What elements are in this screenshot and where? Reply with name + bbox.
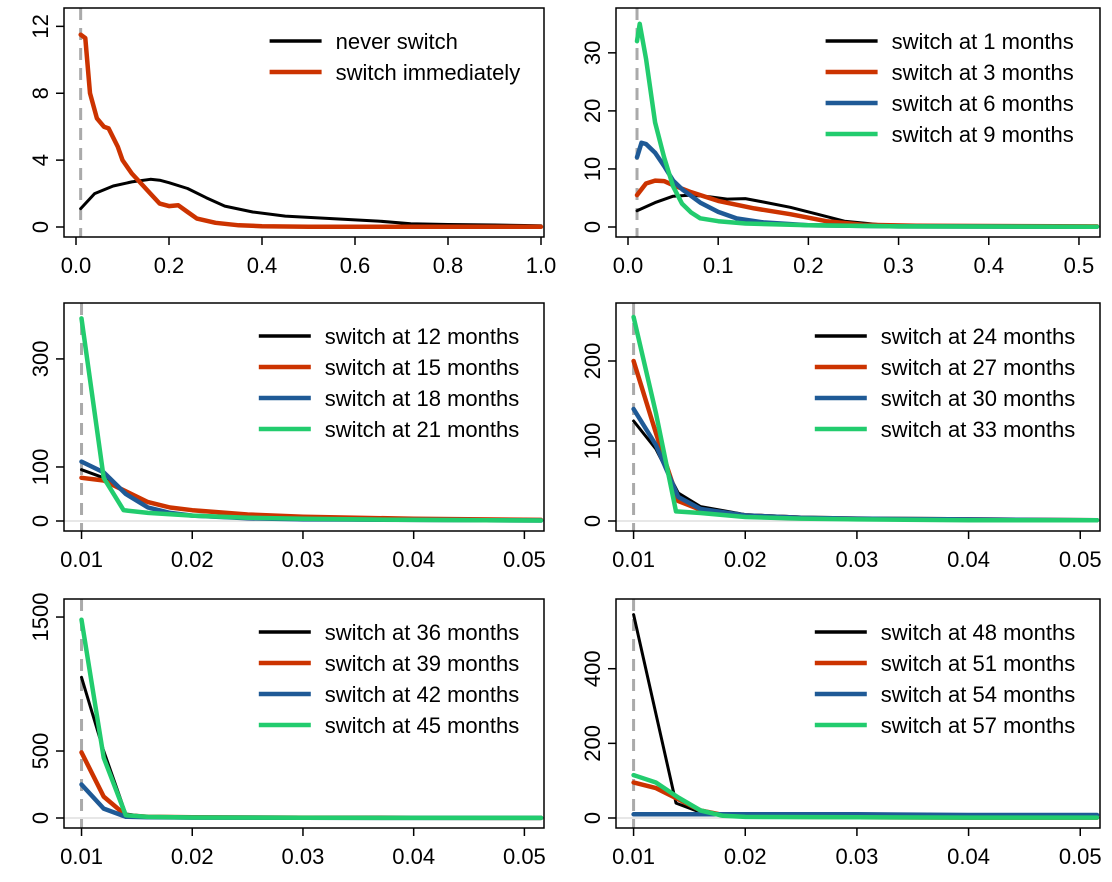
series-line-4 — [634, 775, 1097, 818]
y-tick-label: 200 — [580, 343, 605, 380]
legend: switch at 24 months switch at 27 months sw… — [815, 324, 1075, 442]
y-tick-label: 500 — [28, 733, 53, 770]
legend-label: switch at 27 months — [881, 355, 1075, 380]
chart-panel-6: 0.01 0.02 0.03 0.04 0.05 0 200 400 switch at 48 … — [580, 599, 1102, 869]
x-tick-label: 0.2 — [154, 253, 185, 278]
x-tick-label: 0.4 — [247, 253, 278, 278]
legend-label: switch at 48 months — [881, 620, 1075, 645]
x-tick-label: 0.0 — [613, 253, 644, 278]
legend-label: switch at 42 months — [325, 682, 519, 707]
y-tick-label: 20 — [580, 99, 605, 123]
legend-label: switch at 18 months — [325, 386, 519, 411]
chart-panel-2: 0.0 0.1 0.2 0.3 0.4 0.5 0 10 20 30 switch at 1 mon… — [580, 8, 1100, 278]
y-tick-label: 0 — [28, 221, 53, 233]
x-tick-label: 0.05 — [503, 844, 546, 869]
series-line-2 — [82, 752, 542, 818]
x-tick-label: 0.03 — [836, 844, 879, 869]
y-tick-label: 10 — [580, 157, 605, 181]
x-tick-label: 0.01 — [612, 844, 655, 869]
x-tick-label: 0.01 — [60, 547, 103, 572]
chart-panel-5: 0.01 0.02 0.03 0.04 0.05 0 500 1500 switch at 36… — [28, 593, 546, 869]
x-tick-label: 0.05 — [1059, 547, 1102, 572]
x-tick-label: 0.1 — [703, 253, 734, 278]
legend: switch at 36 months switch at 39 months sw… — [259, 620, 519, 738]
legend-label: switch at 30 months — [881, 386, 1075, 411]
x-tick-label: 0.0 — [61, 253, 92, 278]
y-tick-label: 100 — [580, 423, 605, 460]
series-line-1 — [637, 195, 1097, 226]
x-tick-label: 0.02 — [724, 547, 767, 572]
legend-label: switch at 12 months — [325, 324, 519, 349]
legend: switch at 1 months switch at 3 months swit… — [826, 29, 1074, 147]
x-tick-label: 0.04 — [392, 547, 435, 572]
legend-label: switch at 54 months — [881, 682, 1075, 707]
y-tick-label: 0 — [580, 812, 605, 824]
x-tick-label: 0.02 — [171, 547, 214, 572]
x-tick-label: 0.01 — [612, 547, 655, 572]
x-tick-label: 0.05 — [503, 547, 546, 572]
legend: switch at 48 months switch at 51 months sw… — [815, 620, 1075, 738]
x-tick-label: 0.03 — [836, 547, 879, 572]
legend-label: switch at 45 months — [325, 713, 519, 738]
chart-panel-3: 0.01 0.02 0.03 0.04 0.05 0 100 300 switch at 12 … — [28, 303, 546, 572]
x-tick-label: 0.04 — [947, 547, 990, 572]
x-tick-label: 0.03 — [282, 547, 325, 572]
y-tick-label: 100 — [28, 449, 53, 486]
legend: never switch switch immediately — [270, 29, 521, 85]
legend: switch at 12 months switch at 15 months sw… — [259, 324, 519, 442]
legend-label: switch at 6 months — [892, 91, 1074, 116]
x-tick-label: 0.04 — [392, 844, 435, 869]
x-tick-label: 0.2 — [793, 253, 824, 278]
y-tick-label: 0 — [580, 515, 605, 527]
series-line-1 — [81, 179, 541, 225]
x-tick-label: 0.03 — [282, 844, 325, 869]
y-tick-label: 1500 — [28, 593, 53, 642]
legend-label: switch at 15 months — [325, 355, 519, 380]
legend-label: never switch — [336, 29, 458, 54]
legend-label: switch at 51 months — [881, 651, 1075, 676]
x-tick-label: 0.3 — [883, 253, 914, 278]
legend-label: switch immediately — [336, 60, 521, 85]
legend-label: switch at 21 months — [325, 417, 519, 442]
series-line-3 — [82, 785, 542, 818]
x-tick-label: 0.5 — [1064, 253, 1095, 278]
x-tick-label: 0.02 — [171, 844, 214, 869]
legend-label: switch at 24 months — [881, 324, 1075, 349]
legend-label: switch at 39 months — [325, 651, 519, 676]
x-tick-label: 0.6 — [340, 253, 371, 278]
y-tick-label: 8 — [28, 87, 53, 99]
y-tick-label: 12 — [28, 14, 53, 38]
y-tick-label: 300 — [28, 341, 53, 378]
x-tick-label: 1.0 — [526, 253, 557, 278]
x-tick-label: 0.05 — [1059, 844, 1102, 869]
legend-label: switch at 33 months — [881, 417, 1075, 442]
y-tick-label: 0 — [580, 221, 605, 233]
x-tick-label: 0.01 — [60, 844, 103, 869]
chart-panel-1: 0.0 0.2 0.4 0.6 0.8 1.0 0 4 8 12 never switch switc… — [28, 8, 556, 278]
y-tick-label: 400 — [580, 650, 605, 687]
series-line-3 — [634, 814, 1097, 815]
series-line-3 — [637, 143, 1097, 227]
x-tick-label: 0.8 — [433, 253, 464, 278]
y-tick-label: 200 — [580, 725, 605, 762]
y-tick-label: 0 — [28, 515, 53, 527]
legend-label: switch at 9 months — [892, 122, 1074, 147]
x-tick-label: 0.04 — [947, 844, 990, 869]
x-tick-label: 0.4 — [973, 253, 1004, 278]
y-tick-label: 4 — [28, 154, 53, 166]
x-tick-label: 0.02 — [724, 844, 767, 869]
y-tick-label: 30 — [580, 41, 605, 65]
y-tick-label: 0 — [28, 812, 53, 824]
legend-label: switch at 36 months — [325, 620, 519, 645]
chart-panel-4: 0.01 0.02 0.03 0.04 0.05 0 100 200 switch at 24 … — [580, 303, 1102, 572]
legend-label: switch at 57 months — [881, 713, 1075, 738]
legend-label: switch at 1 months — [892, 29, 1074, 54]
legend-label: switch at 3 months — [892, 60, 1074, 85]
